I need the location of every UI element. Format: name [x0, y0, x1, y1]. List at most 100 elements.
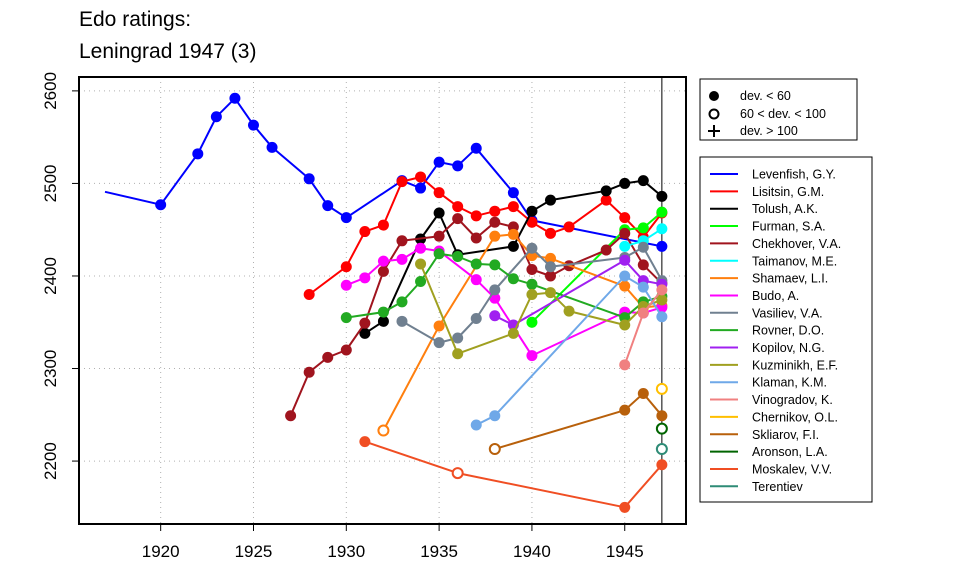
data-point [544, 270, 556, 282]
legend-series-label: Furman, S.A. [752, 220, 826, 234]
data-point [637, 388, 649, 400]
data-point [303, 173, 315, 185]
data-point [619, 404, 631, 416]
data-point [656, 284, 668, 296]
data-point [544, 261, 556, 273]
y-tick-label: 2200 [41, 442, 60, 480]
data-point [452, 213, 464, 225]
data-point [656, 459, 668, 471]
data-point [377, 265, 389, 277]
series-layer [104, 92, 668, 513]
data-point [415, 258, 427, 270]
data-point [656, 294, 668, 306]
data-point [526, 288, 538, 300]
data-point [470, 210, 482, 222]
data-point [619, 227, 631, 239]
data-point [544, 287, 556, 299]
series-klaman-k-m [470, 270, 668, 431]
legend-marker-label: dev. > 100 [740, 124, 798, 138]
series-levenfish-g-y [104, 92, 668, 252]
data-point [656, 190, 668, 202]
axis-layer: 1920 1925 1930 1935 1940 1945 2200 2300 2400 2500… [41, 72, 687, 561]
data-point [359, 317, 371, 329]
legend-series-label: Klaman, K.M. [752, 376, 827, 390]
data-point [359, 436, 371, 448]
data-point [433, 248, 445, 260]
legend-series-label: Budo, A. [752, 289, 799, 303]
chart-title-line-2: Leningrad 1947 (3) [79, 40, 257, 63]
data-point [377, 219, 389, 231]
series-vinogradov-k [619, 284, 668, 371]
series-line [494, 259, 663, 326]
data-point [619, 319, 631, 331]
data-point [526, 242, 538, 254]
data-point [619, 212, 631, 224]
data-point [619, 359, 631, 371]
data-point [396, 235, 408, 247]
data-point [247, 119, 259, 131]
data-point [619, 240, 631, 252]
data-point [655, 443, 668, 456]
data-point [359, 327, 371, 339]
series-line [401, 246, 663, 344]
data-point [192, 148, 204, 160]
data-point [619, 254, 631, 266]
data-point [452, 201, 464, 213]
data-point [470, 419, 482, 431]
series-vasiliev-v-a [396, 241, 668, 349]
data-point [340, 212, 352, 224]
series-aronson-l-a [655, 422, 668, 435]
data-point [655, 382, 668, 395]
data-point [507, 201, 519, 213]
data-point [470, 274, 482, 286]
data-point [303, 366, 315, 378]
data-point [637, 259, 649, 271]
legend-series-label: Vasiliev, V.A. [752, 306, 823, 320]
data-point [600, 244, 612, 256]
data-point [656, 206, 668, 218]
data-point [415, 276, 427, 288]
data-point [396, 176, 408, 188]
data-point [452, 332, 464, 344]
data-point [637, 241, 649, 253]
data-point [377, 255, 389, 267]
data-point [489, 230, 501, 242]
series-chernikov-o-l [655, 382, 668, 395]
data-point [451, 467, 464, 480]
data-point [377, 315, 389, 327]
data-point [415, 182, 427, 194]
data-point [229, 92, 241, 104]
grid-layer [79, 77, 686, 524]
data-point [433, 320, 445, 332]
data-point [489, 216, 501, 228]
data-point [340, 344, 352, 356]
data-point [415, 171, 427, 183]
data-point [526, 205, 538, 217]
legend-series-label: Kuzminikh, E.F. [752, 358, 838, 372]
series-chekhover-v-a [285, 213, 668, 422]
series-line [345, 247, 663, 357]
data-point [507, 228, 519, 240]
data-point [656, 223, 668, 235]
data-point [303, 288, 315, 300]
data-point [507, 273, 519, 285]
data-point [322, 351, 334, 363]
data-point [526, 316, 538, 328]
data-point [489, 410, 501, 422]
data-point [452, 160, 464, 172]
legend-series-label: Rovner, D.O. [752, 324, 824, 338]
legend-series-label: Lisitsin, G.M. [752, 185, 824, 199]
series-line [104, 97, 663, 248]
data-point [526, 263, 538, 275]
data-point [452, 251, 464, 263]
data-point [600, 185, 612, 197]
data-point [470, 258, 482, 270]
data-point [266, 141, 278, 153]
data-point [544, 194, 556, 206]
data-point [563, 221, 575, 233]
data-point [600, 194, 612, 206]
data-point [526, 350, 538, 362]
data-point [285, 410, 297, 422]
data-point [340, 279, 352, 291]
data-point [619, 501, 631, 513]
